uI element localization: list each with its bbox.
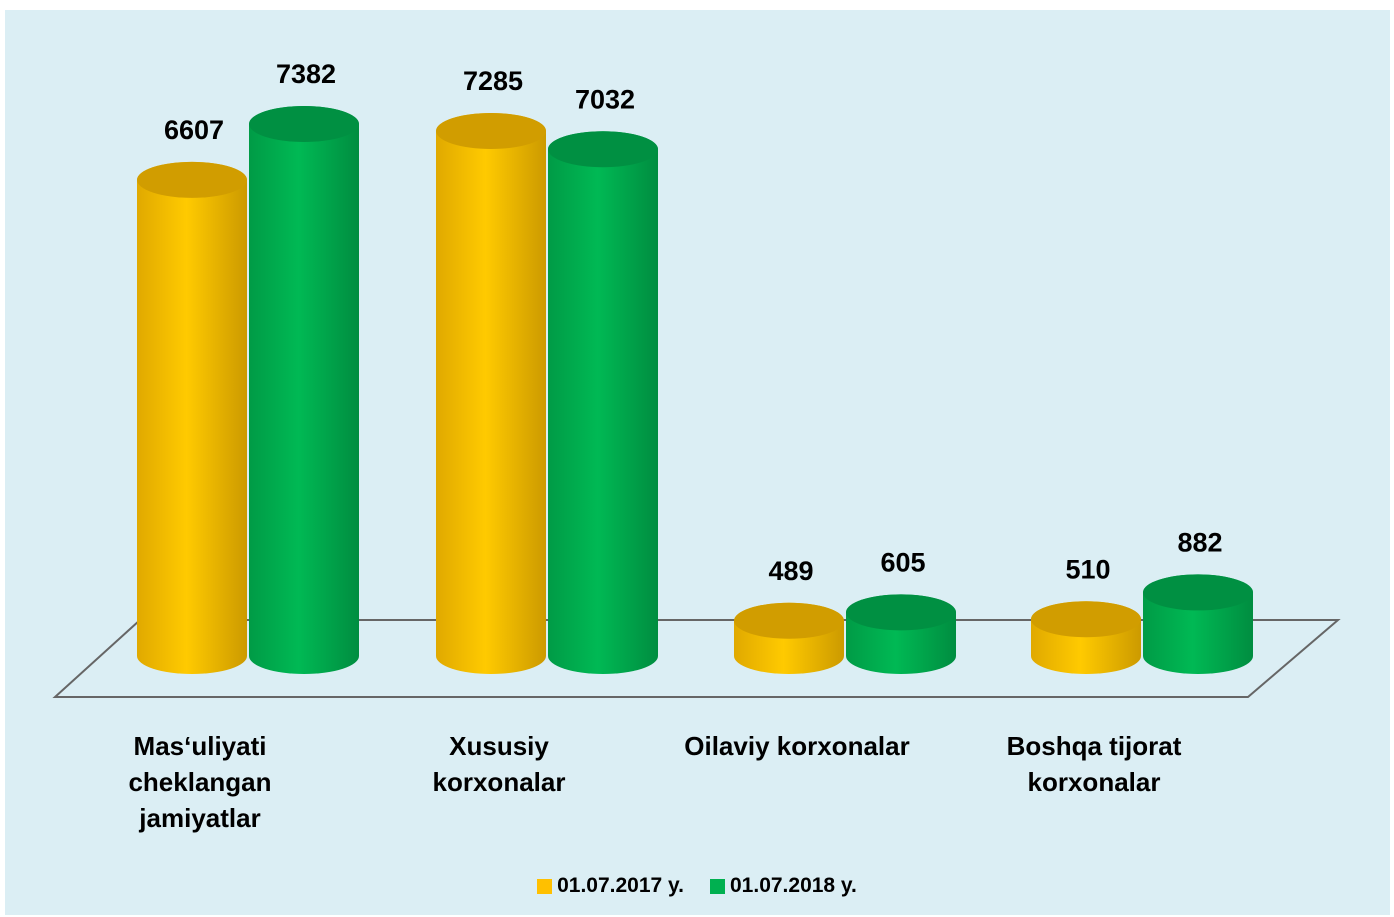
legend: 01.07.2017 y. 01.07.2018 y. <box>0 874 1394 898</box>
floor <box>52 619 1341 698</box>
bar-top <box>1143 574 1253 611</box>
bar-top <box>137 161 247 198</box>
legend-swatch <box>710 878 725 894</box>
legend-item: 01.07.2017 y. <box>537 874 684 898</box>
bar-top <box>846 594 956 631</box>
data-label: 6607 <box>164 115 224 145</box>
x-tick-label: Mas‘uliyati cheklangan jamiyatlar <box>128 731 272 833</box>
x-tick-label: Boshqa tijorat korxonalar <box>1006 731 1182 797</box>
data-label: 7032 <box>575 84 635 114</box>
bar-top <box>1031 601 1141 638</box>
bar-top <box>734 602 844 639</box>
data-label: 605 <box>880 548 925 578</box>
data-label: 489 <box>768 556 813 586</box>
legend-label: 01.07.2018 y. <box>730 874 857 897</box>
data-label: 510 <box>1065 554 1110 584</box>
x-tick-label: Oilaviy korxonalar <box>684 731 910 761</box>
bar <box>137 161 247 675</box>
x-tick-label: Xususiy korxonalar <box>432 731 566 797</box>
bar <box>548 131 658 674</box>
data-label: 7285 <box>463 66 523 96</box>
legend-swatch <box>537 878 553 894</box>
data-label: 7382 <box>276 59 336 89</box>
bar <box>436 112 546 674</box>
bar <box>249 106 359 674</box>
bar-top <box>436 112 546 149</box>
bar-top <box>249 106 359 142</box>
legend-item: 01.07.2018 y. <box>710 874 857 898</box>
bar-top <box>548 131 658 168</box>
legend-label: 01.07.2017 y. <box>557 874 684 897</box>
data-label: 882 <box>1177 528 1222 558</box>
